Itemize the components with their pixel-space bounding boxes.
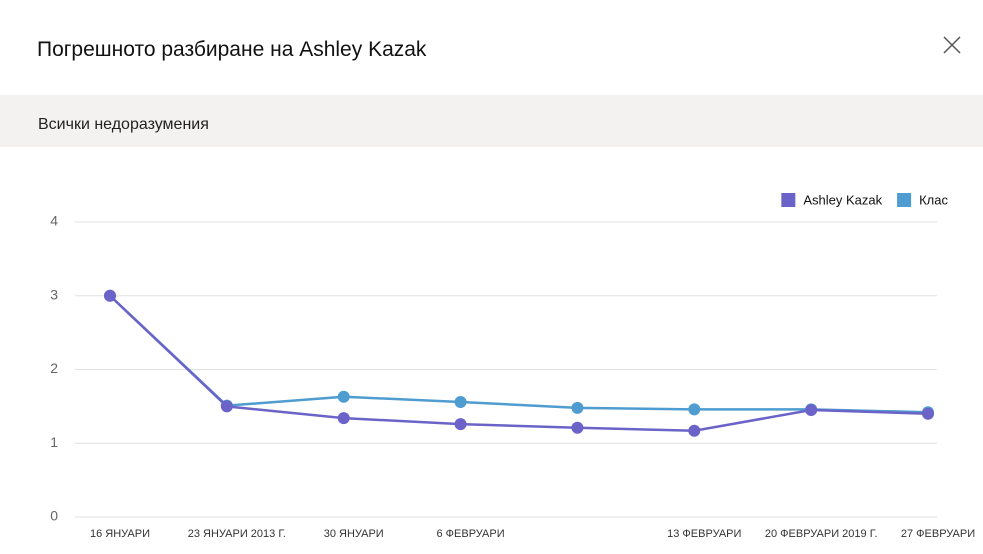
- y-tick-label: 4: [50, 213, 58, 229]
- x-tick-label: 6 ФЕВРУАРИ: [437, 528, 505, 540]
- data-point: [337, 390, 350, 403]
- series-line: [109, 294, 929, 432]
- legend-swatch: [897, 193, 912, 207]
- chart: 0 1 2 3 4 16 ЯНУАРИ 23 ЯНУАРИ 2013 Г. 30 ЯНУАРИ…: [50, 192, 975, 540]
- x-tick-label: 20 ФЕВРУАРИ 2019 Г.: [765, 528, 878, 540]
- dialog-title: Погрешното разбиране на Ashley Kazak: [37, 38, 427, 61]
- y-tick-label: 3: [50, 286, 58, 302]
- y-tick-label: 0: [50, 508, 58, 524]
- legend-swatch: [781, 193, 796, 207]
- x-tick-label: 23 ЯНУАРИ 2013 Г.: [188, 528, 286, 540]
- subheader-title: Всички недоразумения: [38, 116, 209, 133]
- y-tick-label: 1: [50, 434, 58, 450]
- data-point: [688, 424, 701, 437]
- data-point: [454, 418, 467, 431]
- x-tick-label: 30 ЯНУАРИ: [324, 528, 384, 540]
- close-button[interactable]: [940, 33, 964, 57]
- data-point: [220, 400, 233, 413]
- legend-label: Ashley Kazak: [803, 192, 882, 207]
- x-tick-label: 13 ФЕВРУАРИ: [667, 528, 741, 540]
- x-tick-label: 16 ЯНУАРИ: [90, 528, 150, 540]
- series-line: [109, 294, 929, 414]
- legend-label: Клас: [919, 192, 948, 207]
- data-point: [104, 289, 116, 302]
- data-point: [922, 407, 934, 420]
- y-tick-label: 2: [50, 360, 58, 376]
- data-point: [805, 404, 818, 417]
- data-point: [337, 412, 350, 425]
- data-point: [454, 395, 467, 408]
- data-point: [688, 403, 701, 416]
- data-point: [571, 421, 584, 434]
- data-point: [571, 401, 584, 414]
- x-tick-label: 27 ФЕВРУАРИ: [901, 528, 975, 540]
- subheader-band: [0, 95, 983, 147]
